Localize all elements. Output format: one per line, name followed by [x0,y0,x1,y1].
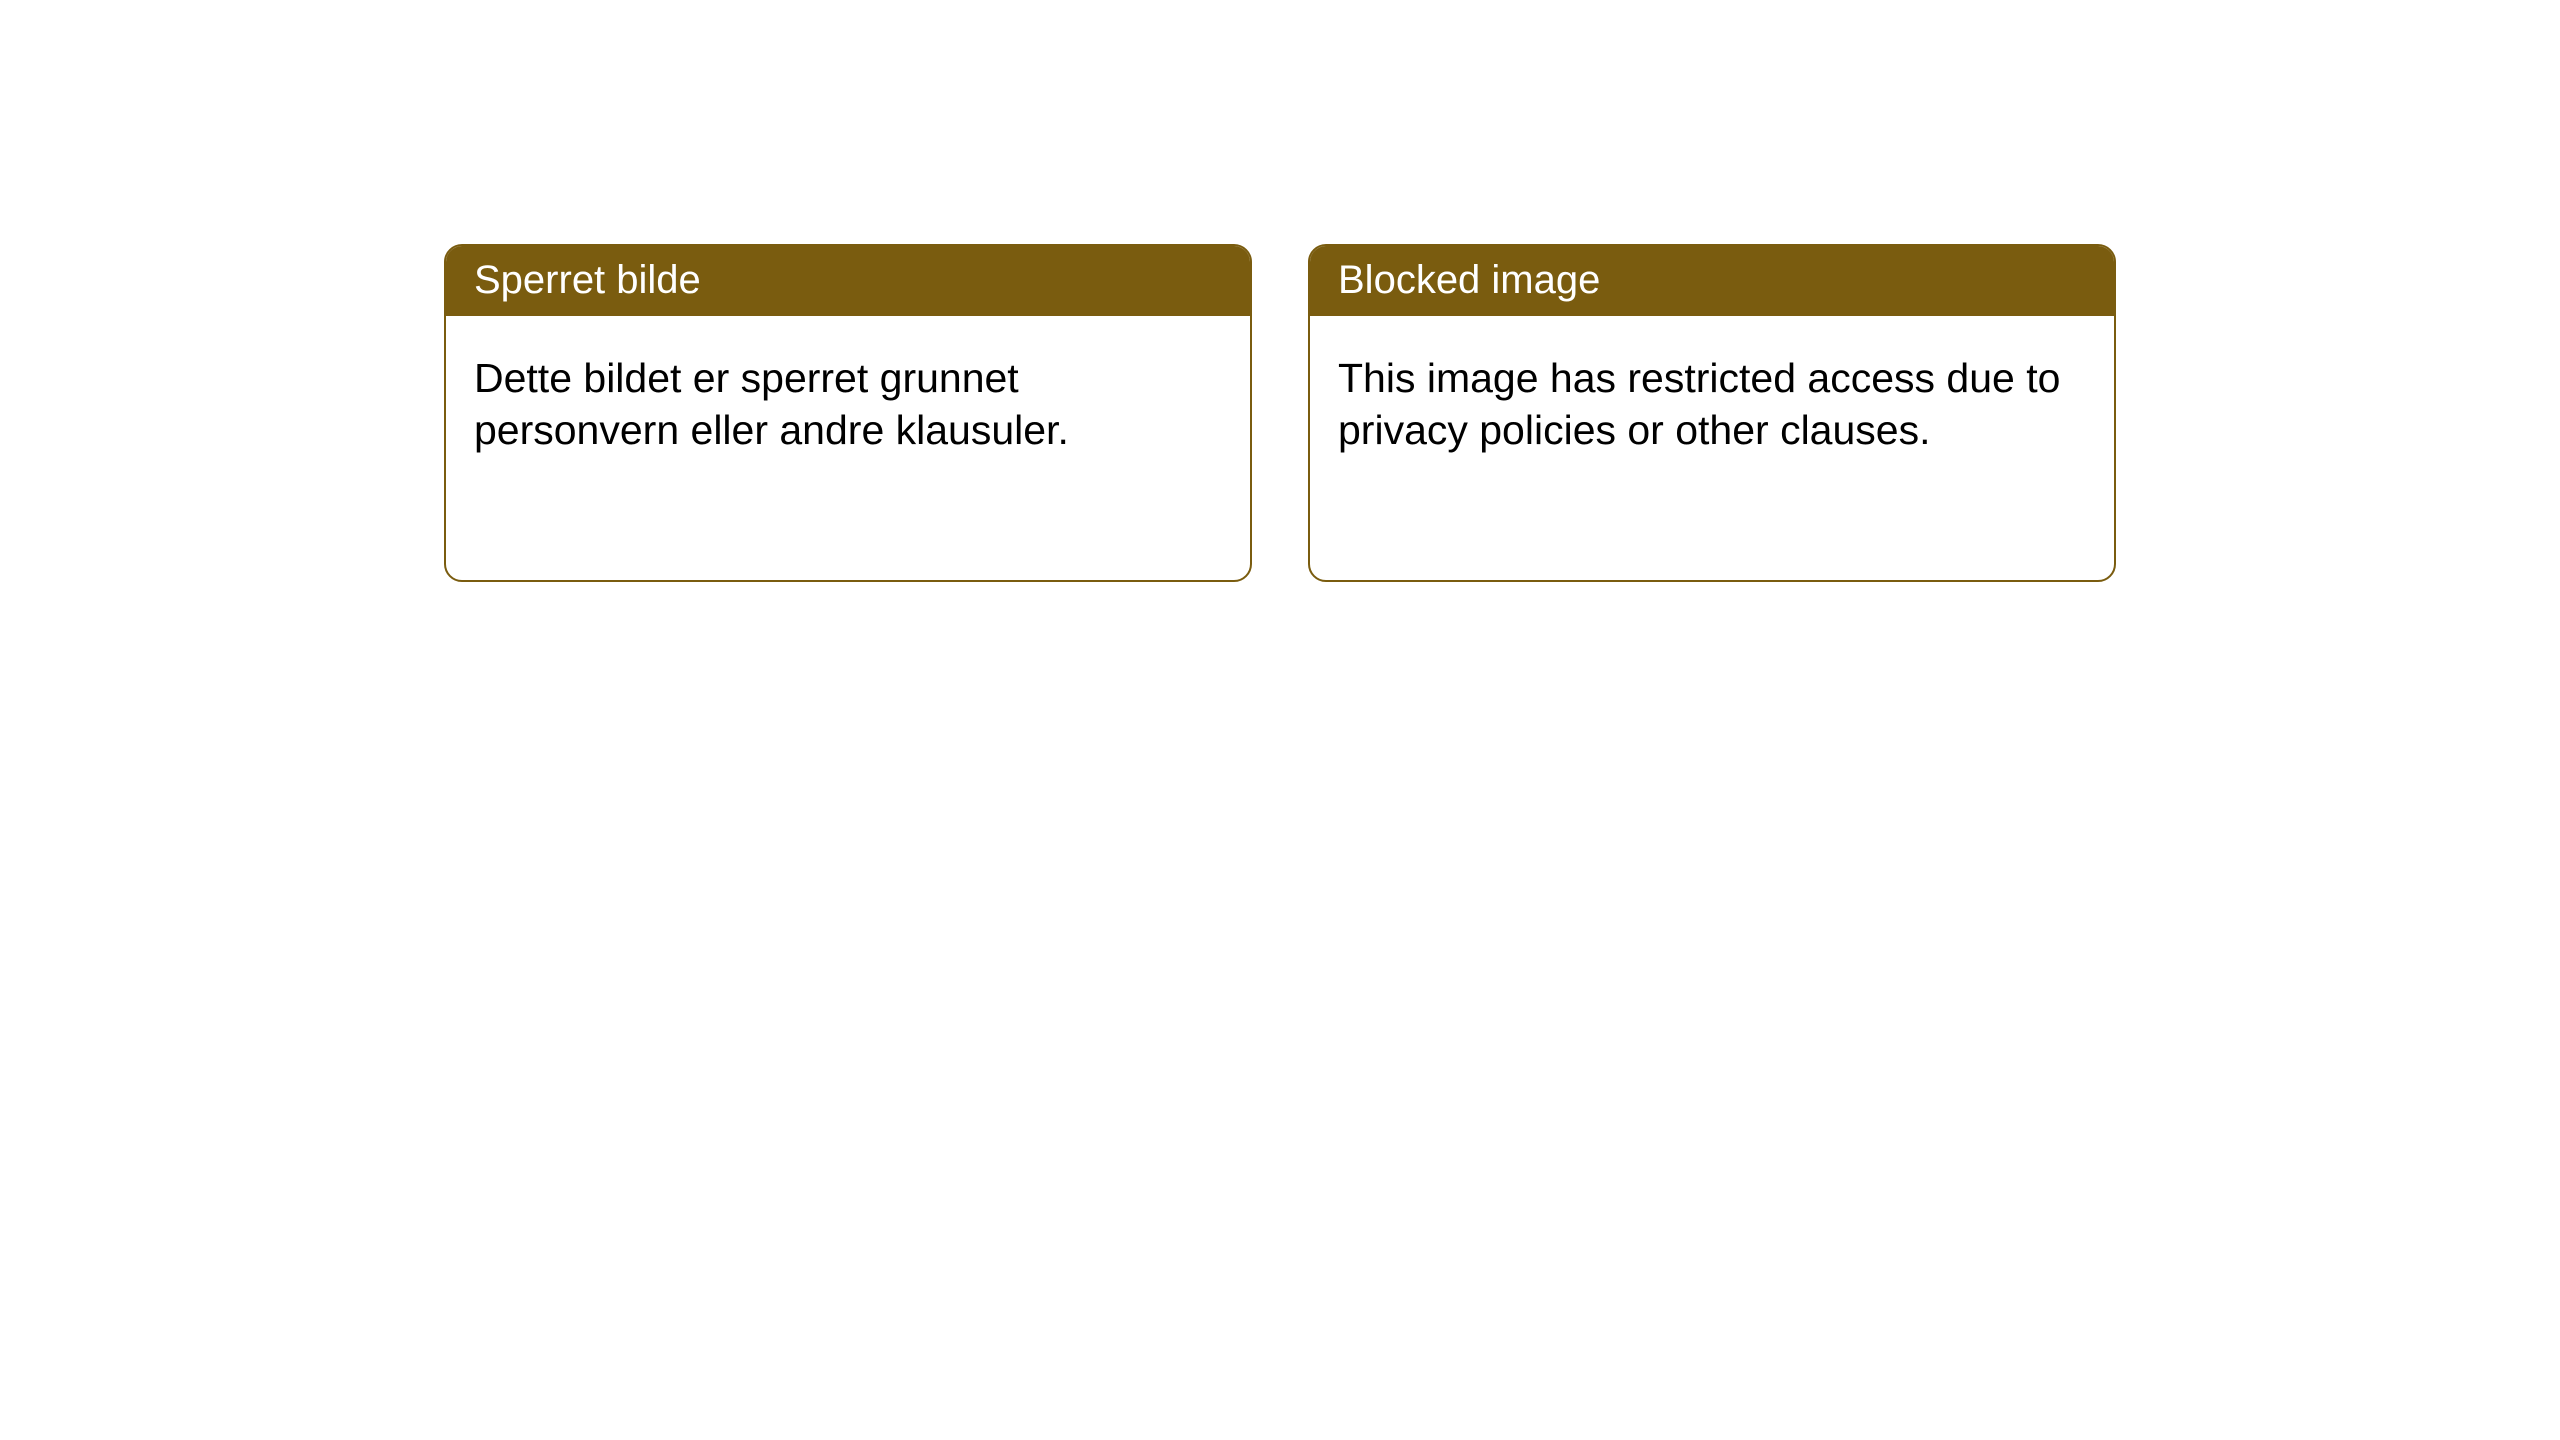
notice-card-english: Blocked image This image has restricted … [1308,244,2116,582]
notice-body-norwegian: Dette bildet er sperret grunnet personve… [446,316,1250,485]
notice-card-norwegian: Sperret bilde Dette bildet er sperret gr… [444,244,1252,582]
notice-body-english: This image has restricted access due to … [1310,316,2114,485]
notice-container: Sperret bilde Dette bildet er sperret gr… [0,0,2560,582]
notice-title-norwegian: Sperret bilde [446,246,1250,316]
notice-title-english: Blocked image [1310,246,2114,316]
